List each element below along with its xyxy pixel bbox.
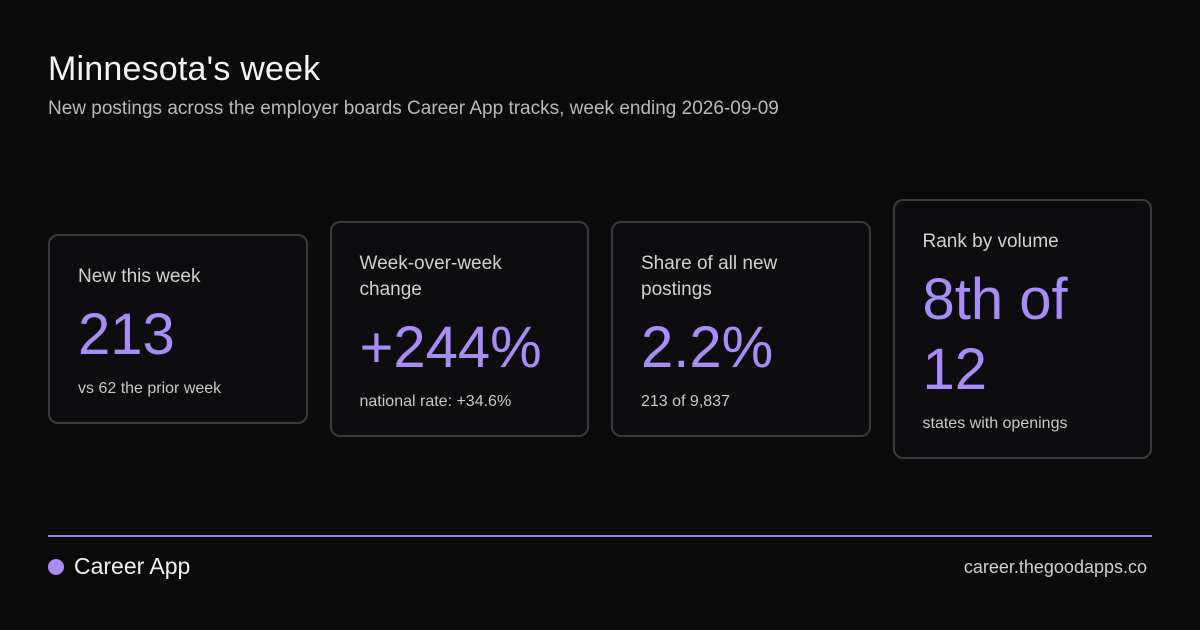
stat-value: 8th of 12: [922, 267, 1068, 402]
stat-label: Rank by volume: [922, 231, 1059, 252]
stat-value: 2.2%: [641, 315, 774, 380]
stat-card-share: Share of all new postings 2.2% 213 of 9,…: [611, 221, 871, 437]
site-url: career.thegoodapps.co: [963, 557, 1147, 577]
footer-divider: [48, 535, 1152, 537]
page-title: Minnesota's week: [48, 50, 321, 88]
stat-card-week-over-week: Week-over-week change +244% national rat…: [329, 221, 589, 437]
stat-note: vs 62 the prior week: [78, 380, 222, 397]
stat-value: 213: [78, 302, 175, 367]
stat-label: New this week: [78, 266, 201, 287]
brand-name: Career App: [74, 553, 191, 579]
stat-note: national rate: +34.6%: [359, 393, 512, 410]
stat-note: states with openings: [922, 415, 1068, 432]
stat-card-new-this-week: New this week 213 vs 62 the prior week: [48, 234, 308, 424]
stat-label: Share of all new postings: [641, 253, 778, 300]
stat-cards: New this week 213 vs 62 the prior week W…: [48, 190, 1152, 468]
stat-note: 213 of 9,837: [641, 393, 730, 410]
stat-card-rank: Rank by volume 8th of 12 states with ope…: [892, 199, 1152, 459]
brand-dot-icon: [48, 559, 64, 575]
stat-value: +244%: [359, 315, 542, 380]
page-subtitle: New postings across the employer boards …: [48, 98, 779, 119]
stat-label: Week-over-week change: [359, 253, 502, 300]
